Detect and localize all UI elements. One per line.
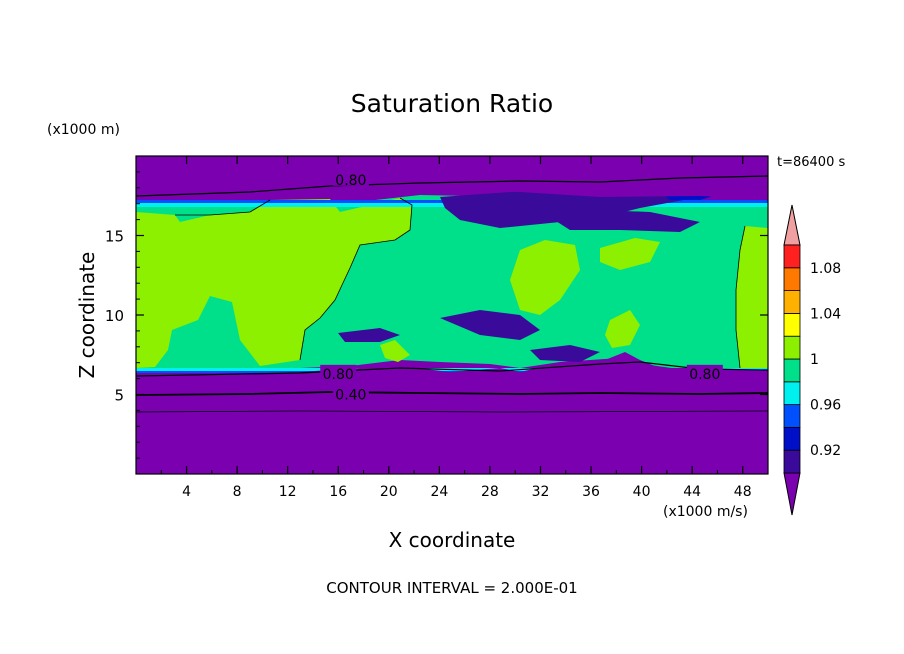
contour-low-040 xyxy=(136,391,768,396)
heatmap-field xyxy=(136,156,768,474)
y-axis-ticks: 5 10 15 xyxy=(105,171,768,459)
x-tick-label: 44 xyxy=(683,484,701,500)
x-tick-label: 48 xyxy=(734,484,752,500)
contour-label: 0.80 xyxy=(689,367,720,383)
colorbar-triangle-top xyxy=(783,204,801,246)
colorbar-swatch xyxy=(783,449,801,474)
y-unit-label: (x1000 m) xyxy=(47,122,120,138)
region-low-layer xyxy=(136,352,768,474)
x-tick-label: 16 xyxy=(329,484,347,500)
region-lime-mid2 xyxy=(600,238,660,270)
y-tick-label: 15 xyxy=(105,228,124,246)
time-label: t=86400 s xyxy=(777,155,845,170)
contour-label: 0.40 xyxy=(335,388,366,404)
contour-label-bg xyxy=(332,385,369,401)
colorbar-swatch xyxy=(783,426,801,451)
x-tick-label: 12 xyxy=(279,484,297,500)
region-lime-mid4 xyxy=(380,340,410,362)
colorbar-triangle-bottom xyxy=(783,472,801,516)
x-tick-label: 32 xyxy=(532,484,550,500)
colorbar-swatch xyxy=(783,381,801,405)
colorbar-swatch xyxy=(783,244,801,269)
contour-top xyxy=(136,175,768,197)
contour-lime-right xyxy=(735,225,746,369)
colorbar-label: 0.92 xyxy=(810,443,841,459)
contour-label: 0.80 xyxy=(335,173,366,189)
colorbar-label: 1.08 xyxy=(810,261,841,277)
colorbar-swatch xyxy=(783,404,801,428)
streak-mid-1 xyxy=(338,328,400,342)
x-tick-label: 24 xyxy=(430,484,448,500)
x-tick-label: 40 xyxy=(633,484,651,500)
streak-low-1 xyxy=(530,345,600,362)
x-tick-label: 8 xyxy=(233,484,242,500)
streak-mid-2 xyxy=(440,310,540,340)
y-tick-label: 10 xyxy=(105,307,124,325)
contour-label-bg xyxy=(320,364,357,380)
region-lime-mid3 xyxy=(605,310,640,348)
x-unit-label: (x1000 m/s) xyxy=(663,504,748,520)
x-tick-label: 28 xyxy=(481,484,499,500)
chart-title: Saturation Ratio xyxy=(351,89,553,118)
region-lime-right xyxy=(736,226,768,368)
contour-low-faint xyxy=(136,410,768,413)
region-lime-left xyxy=(136,198,412,368)
x-axis-label: X coordinate xyxy=(389,528,516,552)
colorbar-swatch xyxy=(783,312,801,337)
contour-interval-note: CONTOUR INTERVAL = 2.000E-01 xyxy=(326,579,577,597)
colorbar-label: 0.96 xyxy=(810,398,841,414)
contour-label: 0.80 xyxy=(323,367,354,383)
region-lime-mid1 xyxy=(510,240,580,315)
colorbar-swatch xyxy=(783,358,801,383)
contour-lime-left xyxy=(175,197,413,361)
contour-label-group: 0.80 0.80 0.40 0.80 xyxy=(320,170,723,404)
colorbar-swatch xyxy=(783,267,801,291)
contour-label-bg xyxy=(686,364,723,380)
colorbar-swatch xyxy=(783,335,801,360)
y-axis-label: Z coordinate xyxy=(75,252,99,379)
streak-upper-2 xyxy=(545,210,700,232)
contour-label-bg xyxy=(332,170,369,186)
x-tick-label: 36 xyxy=(582,484,600,500)
x-tick-label: 4 xyxy=(182,484,191,500)
colorbar-label: 1 xyxy=(810,352,819,368)
colorbar: 0.92 0.96 1 1.04 1.08 xyxy=(783,204,841,516)
x-tick-label: 20 xyxy=(380,484,398,500)
y-tick-label: 5 xyxy=(114,387,124,405)
x-axis-ticks: 4 8 12 16 20 24 28 32 36 40 44 48 xyxy=(160,156,752,500)
colorbar-swatch xyxy=(783,290,801,314)
colorbar-label: 1.04 xyxy=(810,306,841,322)
